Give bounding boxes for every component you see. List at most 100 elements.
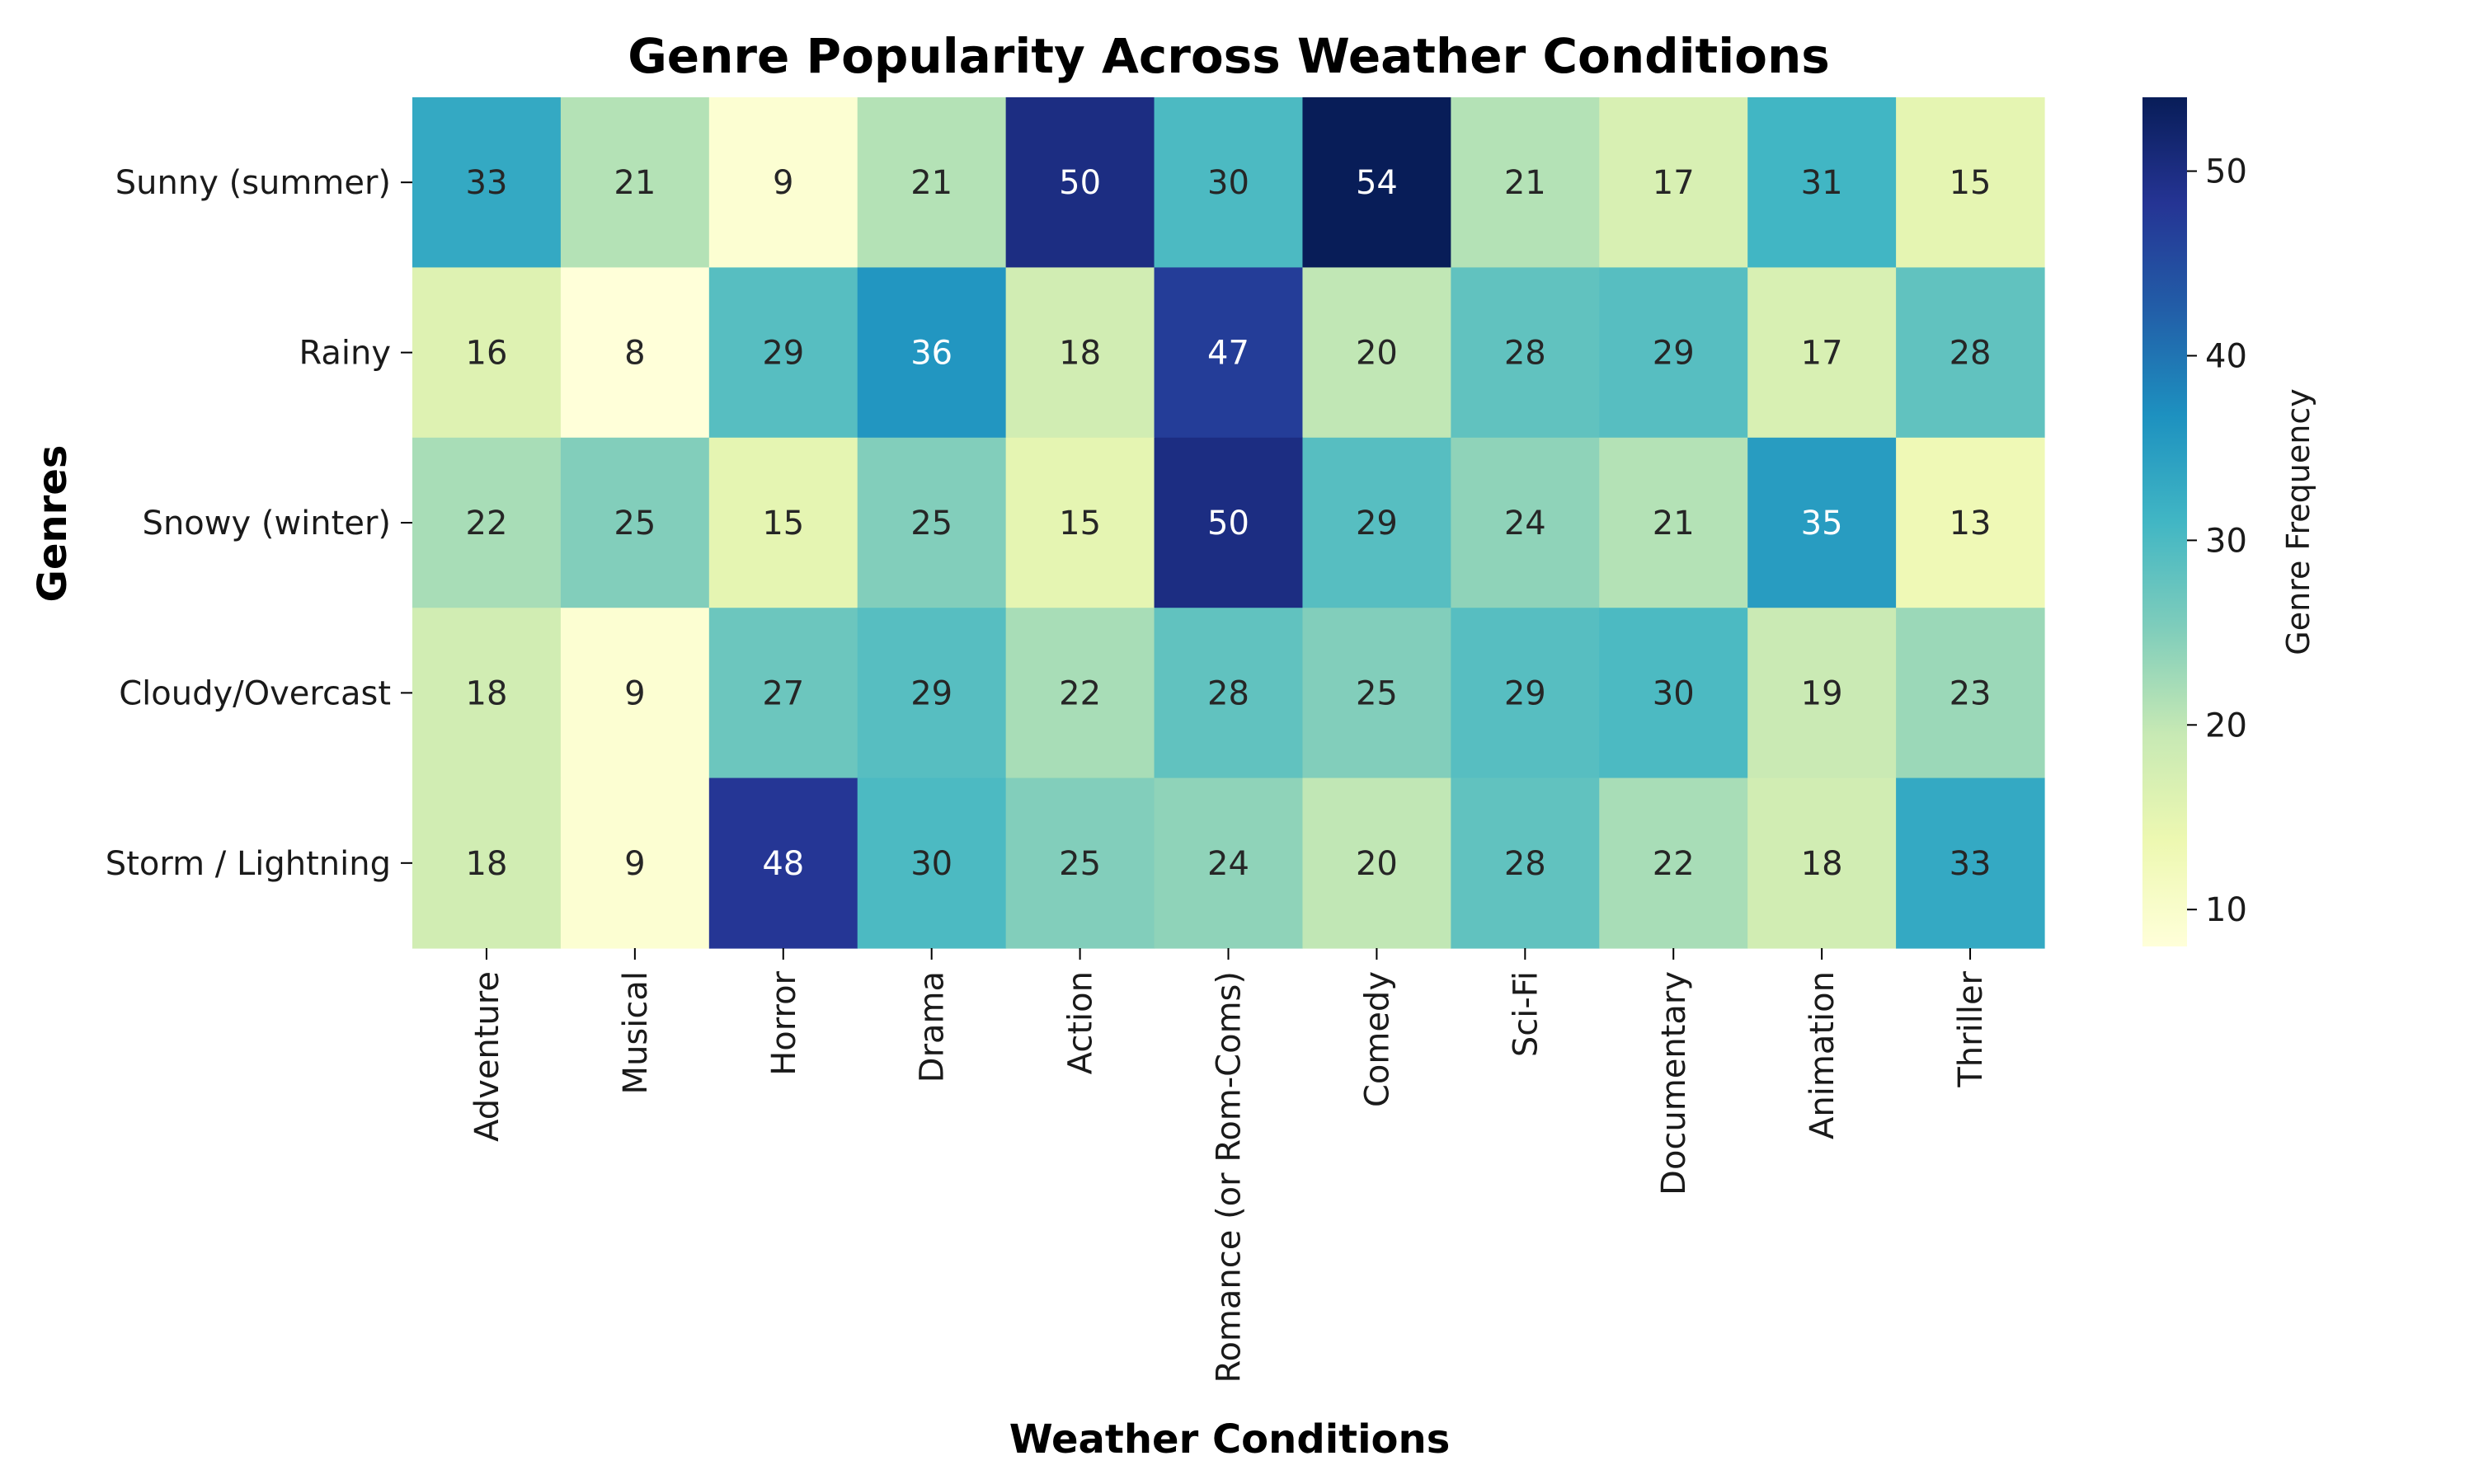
heatmap-cell [1451, 97, 1600, 268]
heatmap-cell [1154, 608, 1304, 779]
x-axis-ticks: Adventure Musical Horror Drama Action Romance… [468, 948, 1990, 1383]
heatmap-cell [412, 267, 562, 439]
cell-value-label: 33 [466, 164, 508, 202]
heatmap-cell [1747, 777, 1897, 949]
colorbar-gradient [2142, 97, 2187, 946]
heatmap-cell [708, 777, 858, 949]
cell-value-label: 23 [1950, 674, 1992, 712]
heatmap-cell [857, 437, 1007, 608]
colorbar-tick-label: 40 [2205, 337, 2247, 375]
cell-value-label: 17 [1801, 335, 1843, 373]
heatmap-cell [1896, 437, 2045, 608]
x-tick-label: Comedy [1358, 971, 1396, 1107]
heatmap-cell [1599, 97, 1748, 268]
cell-value-label: 47 [1207, 335, 1249, 373]
y-tick-label: Sunny (summer) [115, 164, 391, 202]
heatmap-cell [412, 437, 562, 608]
y-tick-label: Rainy [299, 335, 391, 373]
y-tick-label: Storm / Lightning [106, 845, 391, 883]
cell-value-label: 18 [466, 674, 508, 712]
cell-value-label: 25 [1356, 674, 1398, 712]
heatmap-cell [1005, 267, 1155, 439]
chart-title: Genre Popularity Across Weather Conditio… [628, 28, 1830, 84]
cell-value-label: 24 [1207, 845, 1249, 883]
heatmap-cell [1302, 437, 1451, 608]
colorbar-title: Genre Frequency [2280, 388, 2316, 655]
heatmap-cell [560, 777, 710, 949]
cell-value-label: 50 [1207, 505, 1249, 542]
x-axis-title: Weather Conditions [1009, 1416, 1451, 1463]
heatmap-cell [1302, 608, 1451, 779]
cell-value-label: 50 [1059, 164, 1101, 202]
cell-value-label: 21 [614, 164, 656, 202]
cell-value-label: 19 [1801, 674, 1843, 712]
cell-value-label: 29 [762, 335, 804, 373]
heatmap-cell [708, 267, 858, 439]
y-tick-label: Cloudy/Overcast [119, 674, 391, 712]
heatmap-cell [1599, 437, 1748, 608]
cell-value-label: 20 [1356, 335, 1398, 373]
cell-value-label: 30 [1207, 164, 1249, 202]
heatmap-cell [1747, 608, 1897, 779]
cell-value-label: 9 [624, 845, 645, 883]
cell-value-label: 29 [910, 674, 952, 712]
heatmap-cell [1005, 777, 1155, 949]
heatmap-cell [1154, 97, 1304, 268]
heatmap-cell [412, 97, 562, 268]
colorbar-tick-label: 30 [2205, 522, 2247, 560]
x-tick-label: Documentary [1655, 971, 1693, 1195]
cell-value-label: 29 [1504, 674, 1546, 712]
heatmap-cell [412, 777, 562, 949]
cell-value-label: 30 [910, 845, 952, 883]
cell-value-label: 28 [1504, 335, 1546, 373]
heatmap-cell [708, 437, 858, 608]
heatmap-cell [1747, 437, 1897, 608]
cell-value-label: 18 [1059, 335, 1101, 373]
heatmap-cell [560, 608, 710, 779]
heatmap-cells: 33 21 9 21 50 30 54 21 17 31 15 16 8 29 36 18 47 20 28 29 17… [412, 97, 2045, 949]
heatmap-cell [1302, 777, 1451, 949]
cell-value-label: 28 [1504, 845, 1546, 883]
cell-value-label: 8 [624, 335, 645, 373]
y-axis-title: Genres [30, 445, 76, 603]
colorbar-ticks: 10 20 30 40 50 [2187, 153, 2247, 929]
cell-value-label: 22 [1059, 674, 1101, 712]
x-tick-label: Drama [914, 971, 952, 1082]
heatmap-cell [1896, 267, 2045, 439]
cell-value-label: 9 [773, 164, 793, 202]
heatmap-cell [1154, 437, 1304, 608]
cell-value-label: 27 [762, 674, 804, 712]
heatmap-cell [1896, 777, 2045, 949]
x-tick-label: Action [1062, 971, 1100, 1074]
cell-value-label: 13 [1950, 505, 1992, 542]
cell-value-label: 54 [1356, 164, 1398, 202]
heatmap-cell [1599, 608, 1748, 779]
cell-value-label: 15 [1059, 505, 1101, 542]
heatmap-cell [1302, 97, 1451, 268]
heatmap-cell [1451, 437, 1600, 608]
cell-value-label: 22 [466, 505, 508, 542]
heatmap-cell [1599, 267, 1748, 439]
cell-value-label: 29 [1356, 505, 1398, 542]
cell-value-label: 30 [1653, 674, 1695, 712]
cell-value-label: 33 [1950, 845, 1992, 883]
cell-value-label: 29 [1653, 335, 1695, 373]
cell-value-label: 22 [1653, 845, 1695, 883]
heatmap-cell [1451, 777, 1600, 949]
heatmap-cell [1451, 267, 1600, 439]
heatmap-cell [1896, 97, 2045, 268]
cell-value-label: 21 [1653, 505, 1695, 542]
x-tick-label: Adventure [468, 971, 506, 1142]
cell-value-label: 25 [1059, 845, 1101, 883]
x-tick-label: Animation [1804, 971, 1841, 1139]
heatmap-cell [1896, 608, 2045, 779]
cell-value-label: 28 [1950, 335, 1992, 373]
heatmap-cell [1005, 97, 1155, 268]
heatmap-cell [560, 267, 710, 439]
heatmap-cell [1154, 267, 1304, 439]
cell-value-label: 18 [466, 845, 508, 883]
colorbar: 10 20 30 40 50 Genre Frequency [2142, 97, 2316, 946]
cell-value-label: 31 [1801, 164, 1843, 202]
heatmap-cell [1005, 437, 1155, 608]
